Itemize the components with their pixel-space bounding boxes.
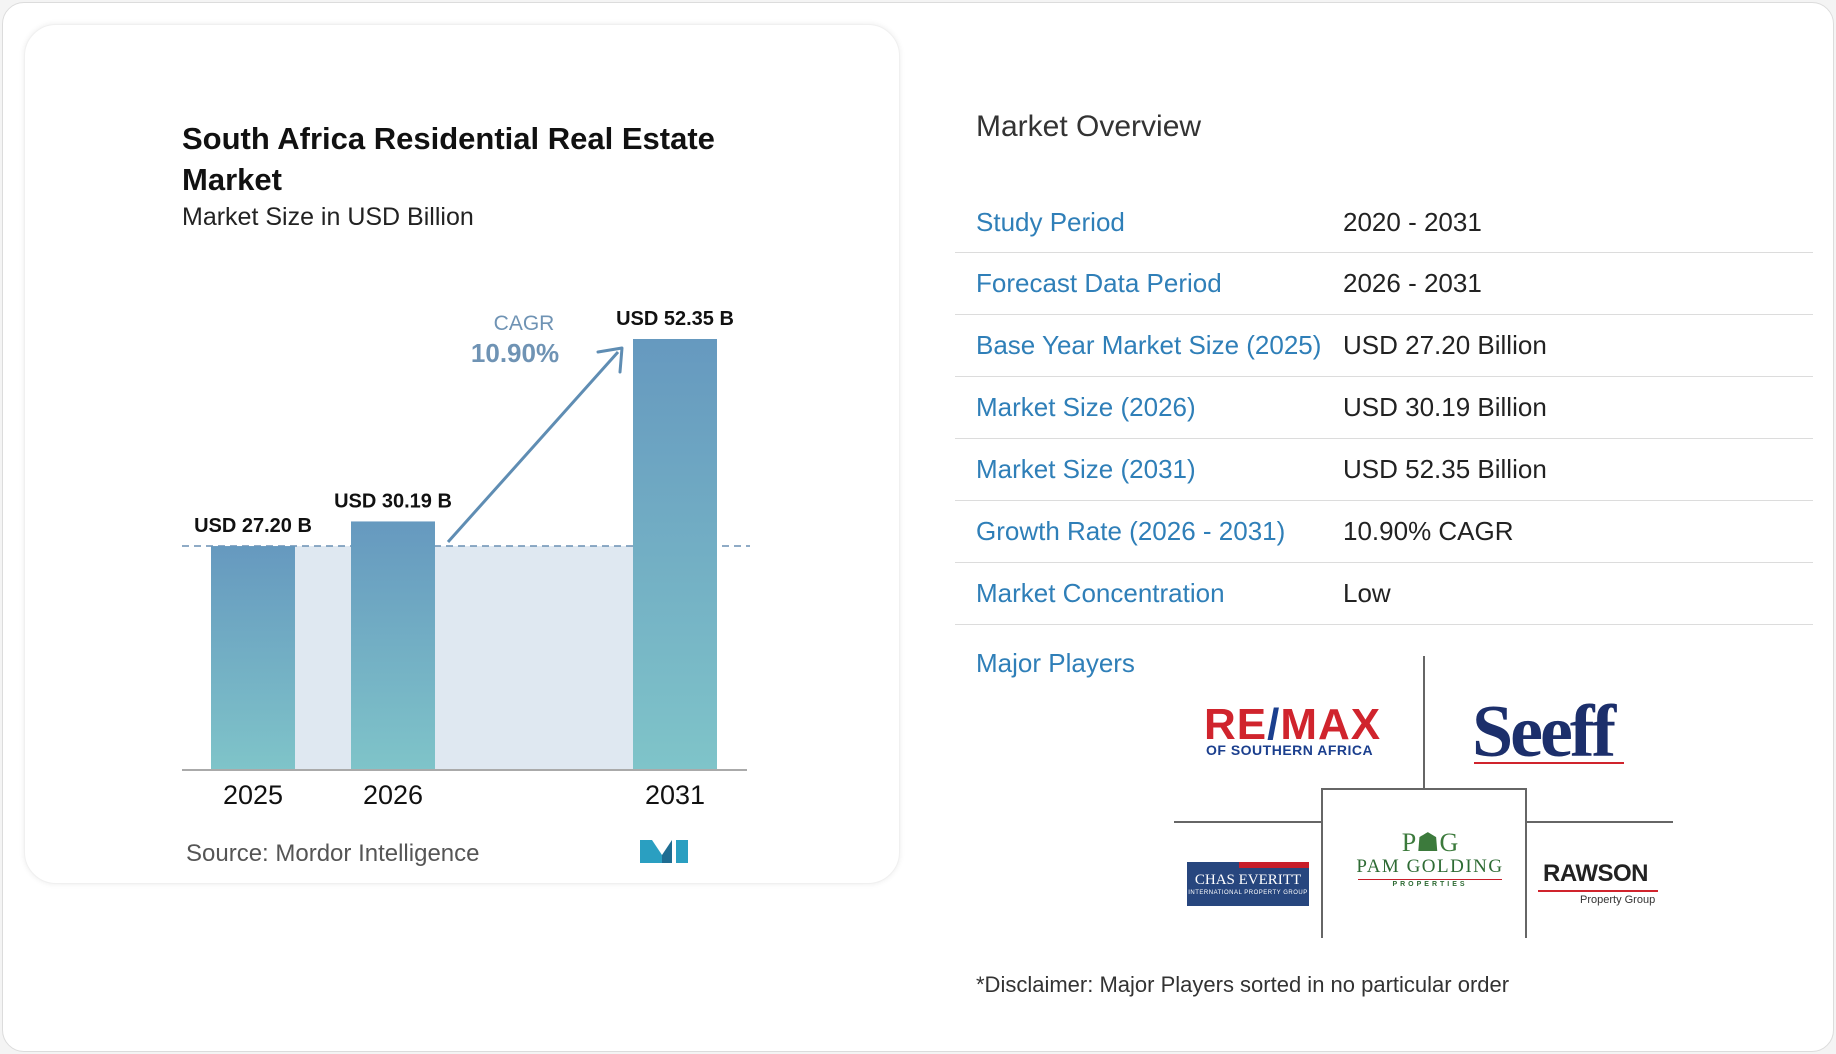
overview-key: Market Concentration	[955, 562, 1343, 625]
overview-key: Base Year Market Size (2025)	[955, 314, 1343, 377]
overview-key: Market Size (2031)	[955, 438, 1343, 501]
overview-key: Forecast Data Period	[955, 252, 1343, 315]
players-box-left	[1321, 788, 1323, 938]
bar-value-label: USD 30.19 B	[334, 490, 452, 512]
rawson-logo: RAWSON	[1543, 860, 1649, 887]
overview-row: Base Year Market Size (2025) USD 27.20 Bi…	[955, 314, 1813, 377]
seeff-logo-rule	[1474, 762, 1624, 764]
overview-row: Market Size (2026) USD 30.19 Billion	[955, 376, 1813, 439]
rawson-logo-rule	[1538, 890, 1658, 892]
overview-value: USD 52.35 Billion	[1343, 438, 1813, 501]
seeff-logo: Seeff	[1472, 691, 1616, 773]
players-box-top	[1321, 788, 1526, 790]
overview-row: Market Size (2031) USD 52.35 Billion	[955, 438, 1813, 501]
chart-subtitle: Market Size in USD Billion	[182, 203, 474, 231]
cagr-value: 10.90%	[471, 338, 559, 368]
chart-source: Source: Mordor Intelligence	[186, 840, 480, 867]
chart-title: South Africa Residential Real Estate Mar…	[182, 121, 715, 197]
overview-table: Study Period 2020 - 2031 Forecast Data Per…	[955, 192, 1813, 625]
cagr-arrow	[446, 346, 624, 544]
bar-2025	[211, 546, 295, 770]
overview-row: Market Concentration Low	[955, 562, 1813, 625]
x-tick-label: 2025	[223, 780, 283, 810]
players-divider-right	[1525, 821, 1673, 823]
overview-value: 2026 - 2031	[1343, 252, 1813, 315]
x-tick-label: 2026	[363, 780, 423, 810]
overview-row: Growth Rate (2026 - 2031) 10.90% CAGR	[955, 500, 1813, 563]
bar-chart: USD 27.20 B 2025 USD 30.19 B 2026 USD 52.35 …	[182, 308, 750, 863]
bar-2026	[351, 521, 435, 770]
remax-logo: RE/MAX	[1204, 700, 1382, 749]
overview-key: Growth Rate (2026 - 2031)	[955, 500, 1343, 563]
overview-value: Low	[1343, 562, 1813, 625]
major-players-label: Major Players	[976, 648, 1135, 678]
overview-key: Study Period	[955, 192, 1343, 253]
players-box-right	[1525, 788, 1527, 938]
overview-value: USD 27.20 Billion	[1343, 314, 1813, 377]
rawson-logo-sub: Property Group	[1580, 894, 1656, 906]
overview-key: Market Size (2026)	[955, 376, 1343, 439]
remax-logo-sub: OF SOUTHERN AFRICA	[1206, 742, 1374, 758]
bar-value-label: USD 27.20 B	[194, 515, 312, 537]
overview-value: USD 30.19 Billion	[1343, 376, 1813, 439]
chas-everitt-logo: CHAS EVERITT INTERNATIONAL PROPERTY GROU…	[1187, 862, 1309, 906]
overview-row: Study Period 2020 - 2031	[955, 192, 1813, 253]
overview-row: Forecast Data Period 2026 - 2031	[955, 252, 1813, 315]
overview-title: Market Overview	[976, 110, 1202, 143]
bar-2031	[633, 339, 717, 770]
mi-logo	[640, 840, 688, 863]
players-divider-top	[1423, 656, 1425, 788]
overview-value: 2020 - 2031	[1343, 192, 1813, 253]
cagr-label: CAGR	[494, 312, 555, 335]
disclaimer: *Disclaimer: Major Players sorted in no …	[976, 972, 1510, 997]
pam-golding-logo: P☗G PAM GOLDING PROPERTIES	[1356, 828, 1504, 888]
x-tick-label: 2031	[645, 780, 705, 810]
players-divider-left	[1174, 821, 1322, 823]
overview-value: 10.90% CAGR	[1343, 500, 1813, 563]
bar-value-label: USD 52.35 B	[616, 308, 734, 330]
